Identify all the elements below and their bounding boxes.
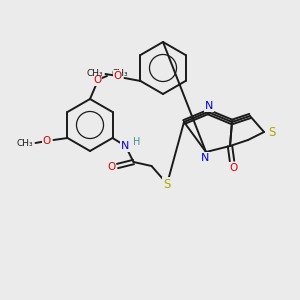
Text: O: O — [107, 162, 116, 172]
Text: S: S — [268, 125, 276, 139]
Text: CH₃: CH₃ — [111, 68, 128, 77]
Text: S: S — [163, 178, 170, 190]
Text: N: N — [121, 141, 130, 151]
Text: CH₃: CH₃ — [17, 139, 34, 148]
Text: O: O — [113, 71, 122, 81]
Text: O: O — [93, 75, 101, 85]
Text: O: O — [229, 163, 237, 173]
Text: CH₃: CH₃ — [87, 70, 104, 79]
Text: H: H — [133, 137, 140, 147]
Text: N: N — [201, 153, 209, 163]
Text: O: O — [42, 136, 51, 146]
Text: N: N — [205, 101, 213, 111]
